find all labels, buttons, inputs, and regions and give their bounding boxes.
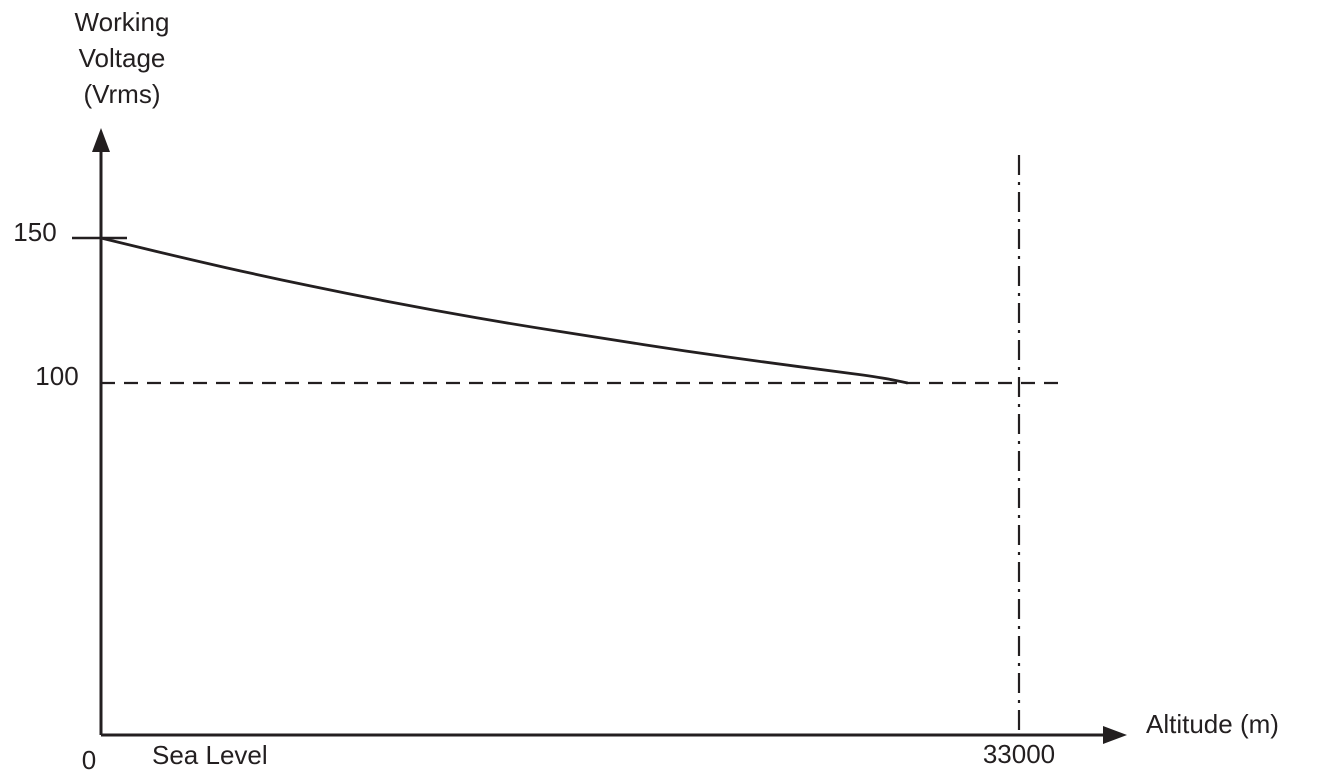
y-axis-label-line-1: Working: [75, 7, 170, 37]
x-origin-label: 0: [82, 745, 96, 771]
x-axis-label: Altitude (m): [1146, 709, 1279, 739]
y-tick-label-150: 150: [13, 217, 56, 247]
x-axis-arrow-icon: [1103, 726, 1127, 744]
y-tick-label-100: 100: [35, 361, 78, 391]
y-axis-arrow-icon: [92, 128, 110, 152]
y-axis-label-line-3: (Vrms): [83, 79, 160, 109]
x-tick-label-33000: 33000: [983, 739, 1055, 769]
series-line-working-voltage: [100, 236, 908, 385]
x-start-label-sea-level: Sea Level: [152, 740, 268, 770]
y-axis-label-line-2: Voltage: [79, 43, 166, 73]
